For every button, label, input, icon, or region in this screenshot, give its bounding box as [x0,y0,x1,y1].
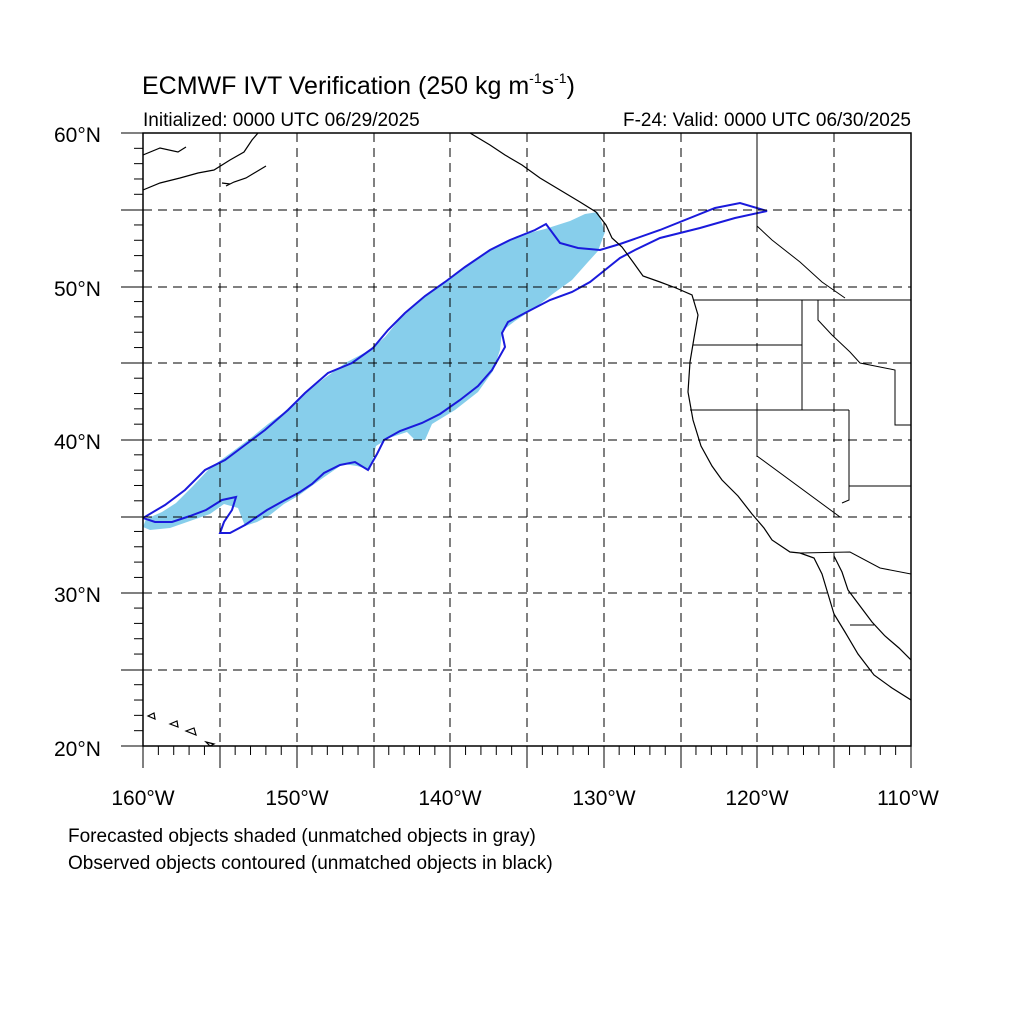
lon-label-120w: 120°W [725,787,788,810]
lon-label-130w: 130°W [572,787,635,810]
lat-label-40: 40°N [54,431,101,454]
chart-title: ECMWF IVT Verification (250 kg m-1s-1) [142,70,575,100]
coastline-north-america [469,133,911,701]
coastline-alaska [143,133,259,191]
tick-marks [121,132,912,768]
lon-label-110w: 110°W [877,787,939,810]
forecast-note: Forecasted objects shaded (unmatched obj… [68,826,536,847]
lat-label-60: 60°N [54,124,101,147]
coastline-gulf-of-california [833,555,911,661]
lon-label-140w: 140°W [418,787,481,810]
lon-label-150w: 150°W [265,787,328,810]
hawaiian-islands [146,712,216,746]
initialized-time: Initialized: 0000 UTC 06/29/2025 [143,110,420,131]
minor-ticks [134,147,897,755]
valid-time: F-24: Valid: 0000 UTC 06/30/2025 [623,110,911,131]
lat-label-50: 50°N [54,278,101,301]
lat-label-20: 20°N [54,738,101,761]
lat-label-30: 30°N [54,584,101,607]
political-boundaries [690,133,911,626]
lon-label-160w: 160°W [111,787,174,810]
observed-note: Observed objects contoured (unmatched ob… [68,853,553,874]
forecast-ivt-object [143,212,605,530]
aleutian-islands [221,165,267,187]
